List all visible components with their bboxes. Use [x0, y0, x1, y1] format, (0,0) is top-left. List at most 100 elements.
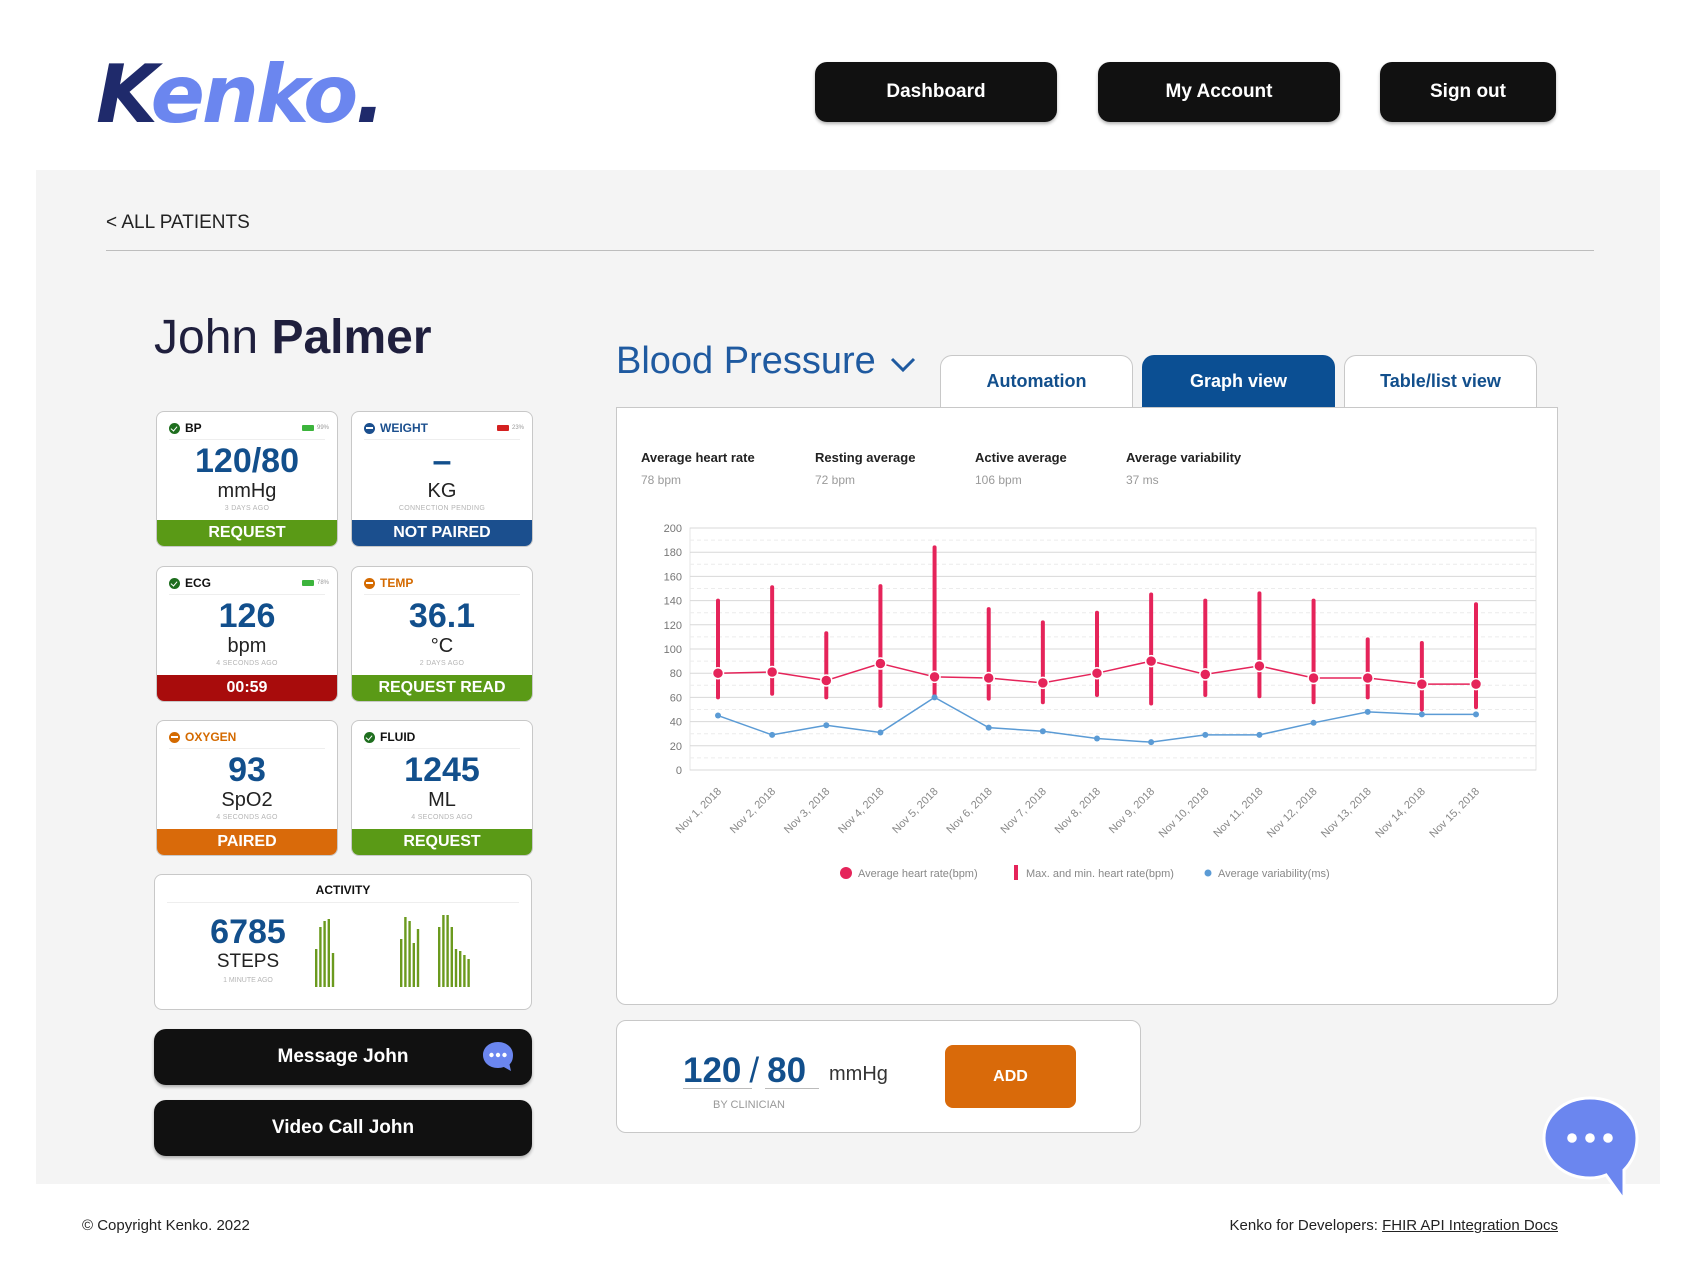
average-point	[1415, 677, 1429, 691]
fhir-docs-link[interactable]: FHIR API Integration Docs	[1382, 1217, 1558, 1234]
patient-first-name: John	[154, 311, 259, 364]
x-tick-label: Nov 5, 2018	[890, 786, 940, 836]
activity-bar	[442, 915, 445, 987]
battery-icon	[301, 425, 314, 431]
diastolic-value[interactable]: 80	[767, 1051, 807, 1090]
average-point	[1144, 654, 1158, 668]
divider	[106, 250, 1594, 251]
y-tick-label: 80	[670, 668, 682, 680]
systolic-value[interactable]: 120	[683, 1051, 742, 1090]
message-john-button[interactable]: Message John	[154, 1029, 532, 1085]
activity-bar	[450, 927, 453, 987]
add-reading-button[interactable]: ADD	[945, 1045, 1076, 1108]
stat-resting-average: Resting average 72 bpm	[815, 450, 915, 487]
patient-name: John Palmer	[154, 310, 432, 365]
tile-oxygen[interactable]: OXYGEN 93 SpO2 4 SECONDS AGO PAIRED	[156, 720, 338, 856]
stat-active-average: Active average 106 bpm	[975, 450, 1067, 487]
tile-unit: SpO2	[221, 789, 273, 811]
tile-action-button[interactable]: REQUEST	[352, 829, 532, 855]
video-call-john-button[interactable]: Video Call John	[154, 1100, 532, 1156]
battery-icon	[496, 425, 509, 431]
y-tick-label: 40	[670, 717, 682, 729]
sign-out-button[interactable]: Sign out	[1380, 62, 1556, 122]
tile-action-button[interactable]: 00:59	[157, 675, 337, 701]
average-point	[1036, 676, 1050, 690]
tile-header: TEMP	[364, 574, 524, 592]
kenko-logo[interactable]: Kenko.	[96, 48, 386, 141]
chat-fab-icon[interactable]	[1540, 1094, 1650, 1204]
status-icon	[169, 577, 180, 589]
tile-header: BP 99%	[169, 419, 329, 437]
tile-divider	[364, 748, 520, 749]
variability-point	[985, 724, 992, 731]
legend-label: Average variability(ms)	[1218, 868, 1330, 880]
stat-label: Average heart rate	[641, 450, 755, 465]
activity-bar	[323, 921, 326, 987]
x-tick-label: Nov 9, 2018	[1107, 786, 1157, 836]
tile-divider	[364, 594, 520, 595]
tile-weight[interactable]: WEIGHT 23% – KG CONNECTION PENDING NOT PAIRED	[351, 411, 533, 547]
tile-fluid[interactable]: FLUID 1245 ML 4 SECONDS AGO REQUEST	[351, 720, 533, 856]
x-tick-label: Nov 2, 2018	[728, 786, 778, 836]
activity-bar	[446, 915, 449, 987]
tile-action-button[interactable]: REQUEST	[157, 520, 337, 546]
developer-label: Kenko for Developers:	[1229, 1217, 1383, 1234]
tile-action-button[interactable]: PAIRED	[157, 829, 337, 855]
stat-label: Average variability	[1126, 450, 1242, 465]
activity-bar	[467, 959, 470, 987]
activity-bar	[459, 951, 462, 987]
activity-bar	[416, 929, 420, 987]
dashboard-button[interactable]: Dashboard	[815, 62, 1057, 122]
stat-value: 72 bpm	[815, 473, 856, 487]
activity-bar	[404, 917, 407, 987]
battery-level: 78%	[316, 580, 329, 586]
x-tick-label: Nov 3, 2018	[782, 786, 832, 836]
average-point	[820, 674, 833, 687]
tile-time: 4 SECONDS AGO	[411, 814, 473, 821]
chevron-down-icon	[890, 357, 915, 372]
tile-value: 36.1	[408, 597, 476, 635]
tile-action-button[interactable]: REQUEST READ	[352, 675, 532, 701]
activity-bar	[454, 949, 458, 987]
variability-point	[1418, 711, 1425, 718]
tile-bp[interactable]: BP 99% 120/80 mmHg 3 DAYS AGO REQUEST	[156, 411, 338, 547]
battery-indicator: 99%	[301, 425, 329, 431]
average-point	[928, 670, 941, 684]
x-tick-label: Nov 15, 2018	[1427, 786, 1482, 841]
activity-bars-icon	[315, 915, 470, 987]
tile-value: –	[432, 442, 452, 480]
tab-table-list-view[interactable]: Table/list view	[1344, 355, 1537, 407]
tile-unit: ML	[428, 789, 456, 811]
tile-time: 2 DAYS AGO	[419, 660, 465, 667]
legend-dot-average	[840, 867, 852, 879]
tile-header: OXYGEN	[169, 728, 329, 746]
bp-entry-value[interactable]: 120 / 80	[683, 1051, 806, 1091]
activity-bar	[315, 949, 318, 987]
average-point	[1090, 666, 1104, 680]
tile-temp[interactable]: TEMP 36.1 °C 2 DAYS AGO REQUEST READ	[351, 566, 533, 702]
chat-bubble-icon	[483, 1042, 513, 1071]
y-tick-label: 180	[664, 547, 682, 559]
steps-time: 1 MINUTE AGO	[223, 977, 273, 984]
y-tick-label: 100	[664, 644, 682, 656]
stat-label: Resting average	[815, 450, 916, 465]
tile-action-button[interactable]: NOT PAIRED	[352, 520, 532, 546]
tab-graph-view[interactable]: Graph view	[1142, 355, 1335, 407]
variability-point	[1094, 735, 1100, 742]
bp-entry-card: 120 / 80 mmHg BY CLINICIAN ADD	[616, 1020, 1141, 1133]
average-point	[711, 666, 725, 680]
activity-tile[interactable]: ACTIVITY 6785 STEPS 1 MINUTE AGO	[154, 874, 532, 1010]
status-icon	[364, 422, 375, 434]
tab-automation[interactable]: Automation	[940, 355, 1133, 407]
metric-selector[interactable]: Blood Pressure	[616, 340, 916, 383]
average-point	[765, 665, 779, 679]
average-point	[1361, 671, 1374, 685]
all-patients-link[interactable]: < ALL PATIENTS	[106, 212, 250, 233]
average-point	[1199, 668, 1212, 681]
legend-dot-variability	[1204, 869, 1212, 877]
tile-label: ECG	[185, 576, 212, 590]
y-tick-label: 160	[664, 571, 682, 583]
tile-ecg[interactable]: ECG 78% 126 bpm 4 SECONDS AGO 00:59	[156, 566, 338, 702]
my-account-button[interactable]: My Account	[1098, 62, 1340, 122]
